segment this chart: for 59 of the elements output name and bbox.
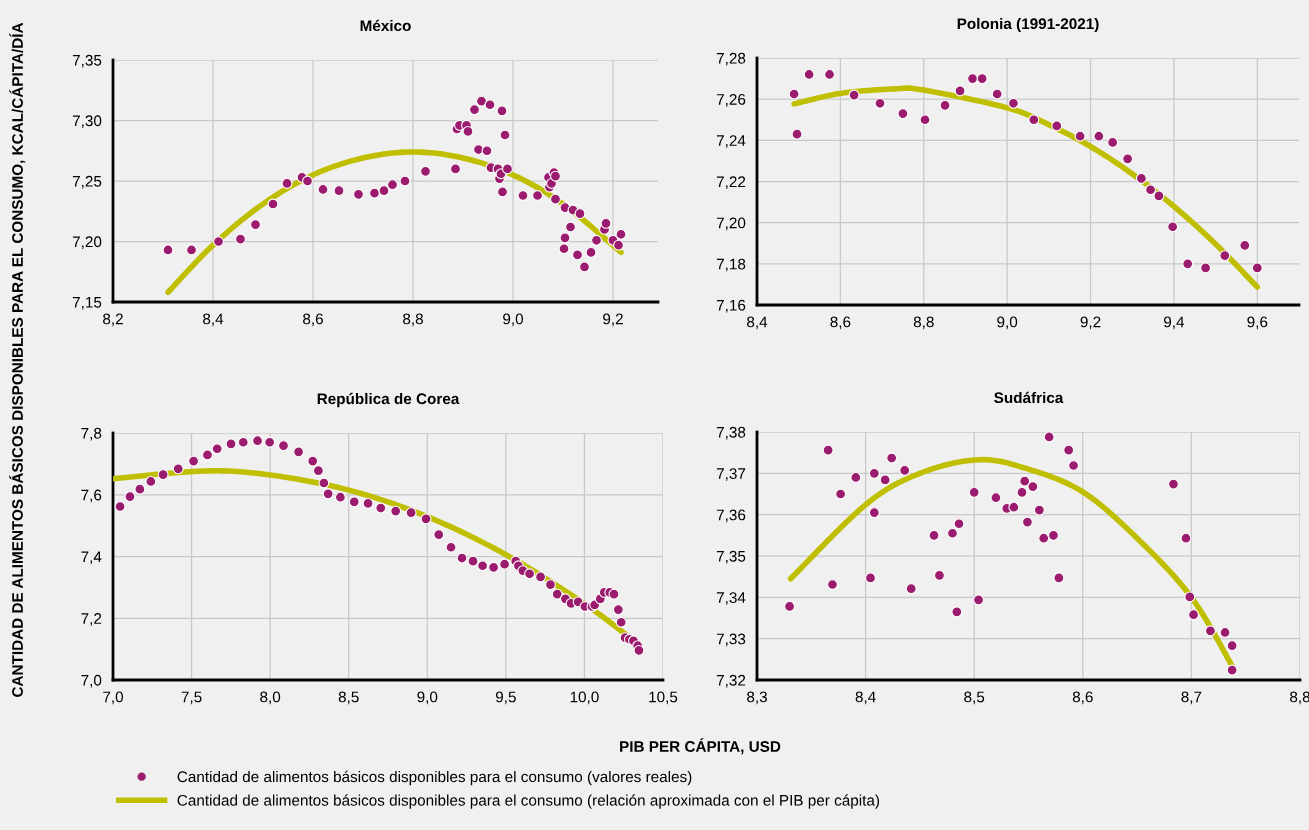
y-tick-label: 7,32 — [716, 674, 746, 688]
x-tick-label: 8,5 — [964, 691, 985, 705]
chart-title: México — [360, 19, 411, 32]
chart-title: Polonia (1991-2021) — [957, 17, 1099, 33]
x-tick-label: 8,5 — [338, 691, 359, 705]
y-tick-label: 7,24 — [716, 135, 746, 148]
chart-title: República de Corea — [317, 392, 460, 408]
y-tick-label: 7,30 — [72, 115, 102, 128]
x-tick-label: 8,8 — [403, 313, 423, 327]
legend-label: Cantidad de alimentos básicos disponibles para el consumo (relación aproximada con el PIB per cápita) — [177, 794, 880, 809]
x-axis-title: PIB PER CÁPITA, USD — [620, 738, 781, 755]
y-tick-label: 7,2 — [81, 613, 102, 626]
x-tick-label: 8,4 — [203, 313, 224, 327]
y-tick-label: 7,20 — [716, 217, 746, 231]
x-tick-label: 9,4 — [1164, 316, 1185, 330]
x-tick-label: 8,6 — [1072, 691, 1093, 705]
x-tick-label: 8,6 — [303, 313, 323, 327]
x-tick-label: 8,0 — [260, 691, 281, 705]
y-tick-label: 7,35 — [716, 550, 746, 564]
x-tick-label: 8,6 — [830, 316, 851, 330]
x-tick-label: 8,3 — [747, 691, 767, 705]
y-axis-title: CANTIDAD DE ALIMENTOS BÁSICOS DISPONIBLES PARA EL CONSUMO, KCAL/CÁPITA/DÍA — [9, 22, 26, 697]
y-tick-label: 7,38 — [716, 426, 746, 440]
x-tick-label: 9,0 — [417, 691, 438, 705]
y-tick-label: 7,8 — [81, 427, 102, 441]
y-tick-label: 7,28 — [716, 52, 746, 66]
legend-label: Cantidad de alimentos básicos disponibles para el consumo (valores reales) — [177, 770, 692, 786]
x-tick-label: 9,2 — [1080, 316, 1101, 330]
y-tick-label: 7,20 — [72, 236, 102, 249]
y-tick-label: 7,18 — [716, 258, 746, 272]
x-tick-label: 10,0 — [570, 691, 599, 705]
y-tick-label: 7,35 — [72, 54, 102, 68]
y-tick-label: 7,36 — [716, 509, 746, 523]
y-tick-label: 7,15 — [72, 297, 102, 310]
x-tick-label: 10,5 — [649, 691, 678, 705]
x-tick-label: 7,0 — [103, 691, 124, 705]
x-tick-label: 9,0 — [503, 313, 524, 327]
chart-title: Sudáfrica — [994, 391, 1064, 404]
x-tick-label: 8,4 — [855, 691, 876, 705]
y-tick-label: 7,16 — [716, 299, 746, 313]
x-tick-label: 9,0 — [997, 316, 1018, 330]
x-tick-label: 8,4 — [747, 316, 768, 330]
y-tick-label: 7,33 — [716, 633, 746, 647]
x-tick-label: 8,2 — [103, 313, 123, 327]
y-tick-label: 7,26 — [716, 94, 746, 107]
y-tick-label: 7,22 — [716, 176, 746, 189]
y-tick-label: 7,0 — [81, 674, 102, 688]
y-tick-label: 7,37 — [716, 468, 746, 481]
y-tick-label: 7,25 — [72, 175, 102, 189]
x-tick-label: 8,8 — [913, 316, 934, 330]
x-tick-label: 8,7 — [1181, 691, 1202, 705]
x-tick-label: 7,5 — [181, 691, 202, 705]
x-tick-label: 9,5 — [495, 691, 516, 705]
x-tick-label: 8,8 — [1290, 691, 1309, 705]
y-tick-label: 7,6 — [81, 489, 102, 503]
y-tick-label: 7,4 — [81, 551, 102, 564]
x-tick-label: 9,6 — [1247, 316, 1268, 330]
y-tick-label: 7,34 — [716, 592, 746, 605]
x-tick-label: 9,2 — [603, 313, 623, 327]
